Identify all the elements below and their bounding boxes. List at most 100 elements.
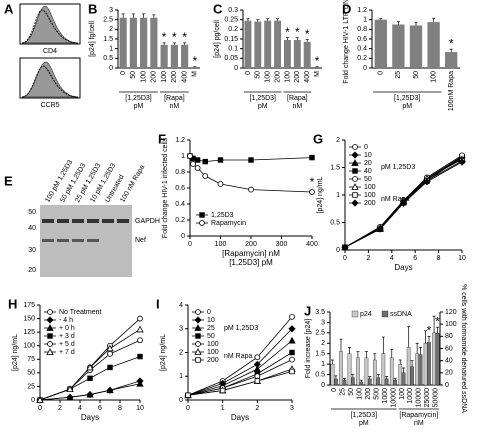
marker <box>202 158 208 165</box>
marker <box>194 324 202 331</box>
marker <box>288 325 296 333</box>
marker <box>195 309 201 315</box>
group-unit: pM <box>359 420 369 427</box>
legend-label: 20 <box>364 160 372 167</box>
x-tick-label: 0 <box>245 71 252 75</box>
x-tick-label: 50 <box>413 71 420 79</box>
kda-label: 20 <box>28 267 36 274</box>
y-tick-label: 0.15 <box>224 36 238 43</box>
kda-label: 40 <box>28 225 36 232</box>
band <box>87 219 99 223</box>
band <box>117 219 129 223</box>
group-label: [1,25D3] <box>250 95 277 102</box>
legend-note: nM Rapa <box>381 196 410 203</box>
x-tick-label: 50 <box>255 71 262 79</box>
marker <box>351 199 359 207</box>
bar <box>427 22 440 68</box>
bar <box>264 20 272 69</box>
y-axis-label: Fold increase [p24] <box>305 319 312 379</box>
bar <box>351 377 355 386</box>
y-tick-label: 75 <box>27 356 35 363</box>
histogram-frame <box>19 3 81 45</box>
significance: * <box>193 54 198 68</box>
legend-label: 100 <box>207 349 219 356</box>
significance: * <box>182 30 187 44</box>
lane-label: 100 nM Rapa <box>119 164 146 204</box>
y-tick-label: 0.4 <box>357 46 367 53</box>
bar <box>359 381 364 386</box>
marker <box>195 341 201 347</box>
bar <box>435 333 440 386</box>
x-tick-label: 1 <box>221 405 225 412</box>
bar <box>283 39 291 68</box>
legend-label: + 7 d <box>59 349 75 356</box>
panel-letter: A <box>4 1 14 16</box>
band-label: GAPDH <box>135 218 160 225</box>
marker <box>187 153 193 159</box>
y-tick-label: 0 <box>336 247 340 254</box>
bar <box>119 17 127 68</box>
band <box>72 239 84 242</box>
marker <box>46 324 54 331</box>
x-tick-label: 100nM Rapa <box>448 71 455 111</box>
marker <box>352 192 358 198</box>
y-tick-label: 0.4 <box>175 201 185 208</box>
legend-label: 50 <box>364 176 372 183</box>
significance: * <box>162 30 167 44</box>
x-tick-label: 200 <box>171 71 178 83</box>
y-tick-label: 100 <box>23 343 35 350</box>
x-tick-label: 2 <box>366 255 370 262</box>
group-unit: nM <box>292 103 302 110</box>
marker <box>254 354 261 361</box>
y-tick-label: 0.2 <box>357 55 367 62</box>
y-axis-label: % cells with formamide denatured ssDNA <box>460 284 467 413</box>
flow-label: CD4 <box>43 48 57 55</box>
marker <box>289 368 295 375</box>
x-tick-label: 100 <box>430 71 437 83</box>
x-tick-label: 25 <box>340 388 347 396</box>
group-label: [1,25D3] <box>125 95 152 102</box>
group-label: [1,25D3] <box>394 95 421 102</box>
x-tick-label: 500 <box>373 388 380 400</box>
bar <box>150 17 158 68</box>
marker <box>217 157 224 163</box>
marker <box>195 357 201 363</box>
x-tick-label: 4 <box>390 255 394 262</box>
marker <box>106 386 114 394</box>
band <box>57 219 69 223</box>
legend-label: 100 <box>364 192 376 199</box>
x-tick-label: 10000 <box>416 388 423 408</box>
band <box>57 239 69 242</box>
y-tick-label: 1 <box>179 373 183 380</box>
panel-letter: C <box>213 1 223 16</box>
legend-swatch <box>381 310 389 318</box>
x-tick-label: 0 <box>343 255 347 262</box>
legend-label: p24 <box>360 311 372 318</box>
legend-label: Rapamycin <box>211 220 246 227</box>
y-tick-label: 0.2 <box>228 26 238 33</box>
significance: * <box>315 54 320 68</box>
panel-letter: J <box>304 303 311 318</box>
x-tick-label: 300 <box>276 241 288 248</box>
marker <box>309 189 315 195</box>
marker <box>86 363 94 371</box>
y-tick-label: 0.6 <box>357 36 367 43</box>
marker <box>376 225 384 233</box>
series-line <box>187 328 293 396</box>
y-tick-label: 0.3 <box>228 7 238 14</box>
group-unit: pM <box>258 103 268 110</box>
y-tick-label: 40 <box>445 358 453 365</box>
bar <box>170 44 178 68</box>
legend-label: 100 <box>364 184 376 191</box>
series-line <box>39 318 141 401</box>
y-tick-label: 25 <box>27 383 35 390</box>
legend-label: 40 <box>364 168 372 175</box>
x-axis-label: Days <box>231 413 249 422</box>
y-tick-label: 0 <box>445 382 449 389</box>
group-unit: pM <box>134 103 144 110</box>
x-tick-label: M <box>314 71 321 77</box>
y-tick-label: 1.2 <box>357 7 367 14</box>
marker <box>86 390 94 398</box>
significance: * <box>305 27 310 41</box>
marker <box>47 333 53 339</box>
